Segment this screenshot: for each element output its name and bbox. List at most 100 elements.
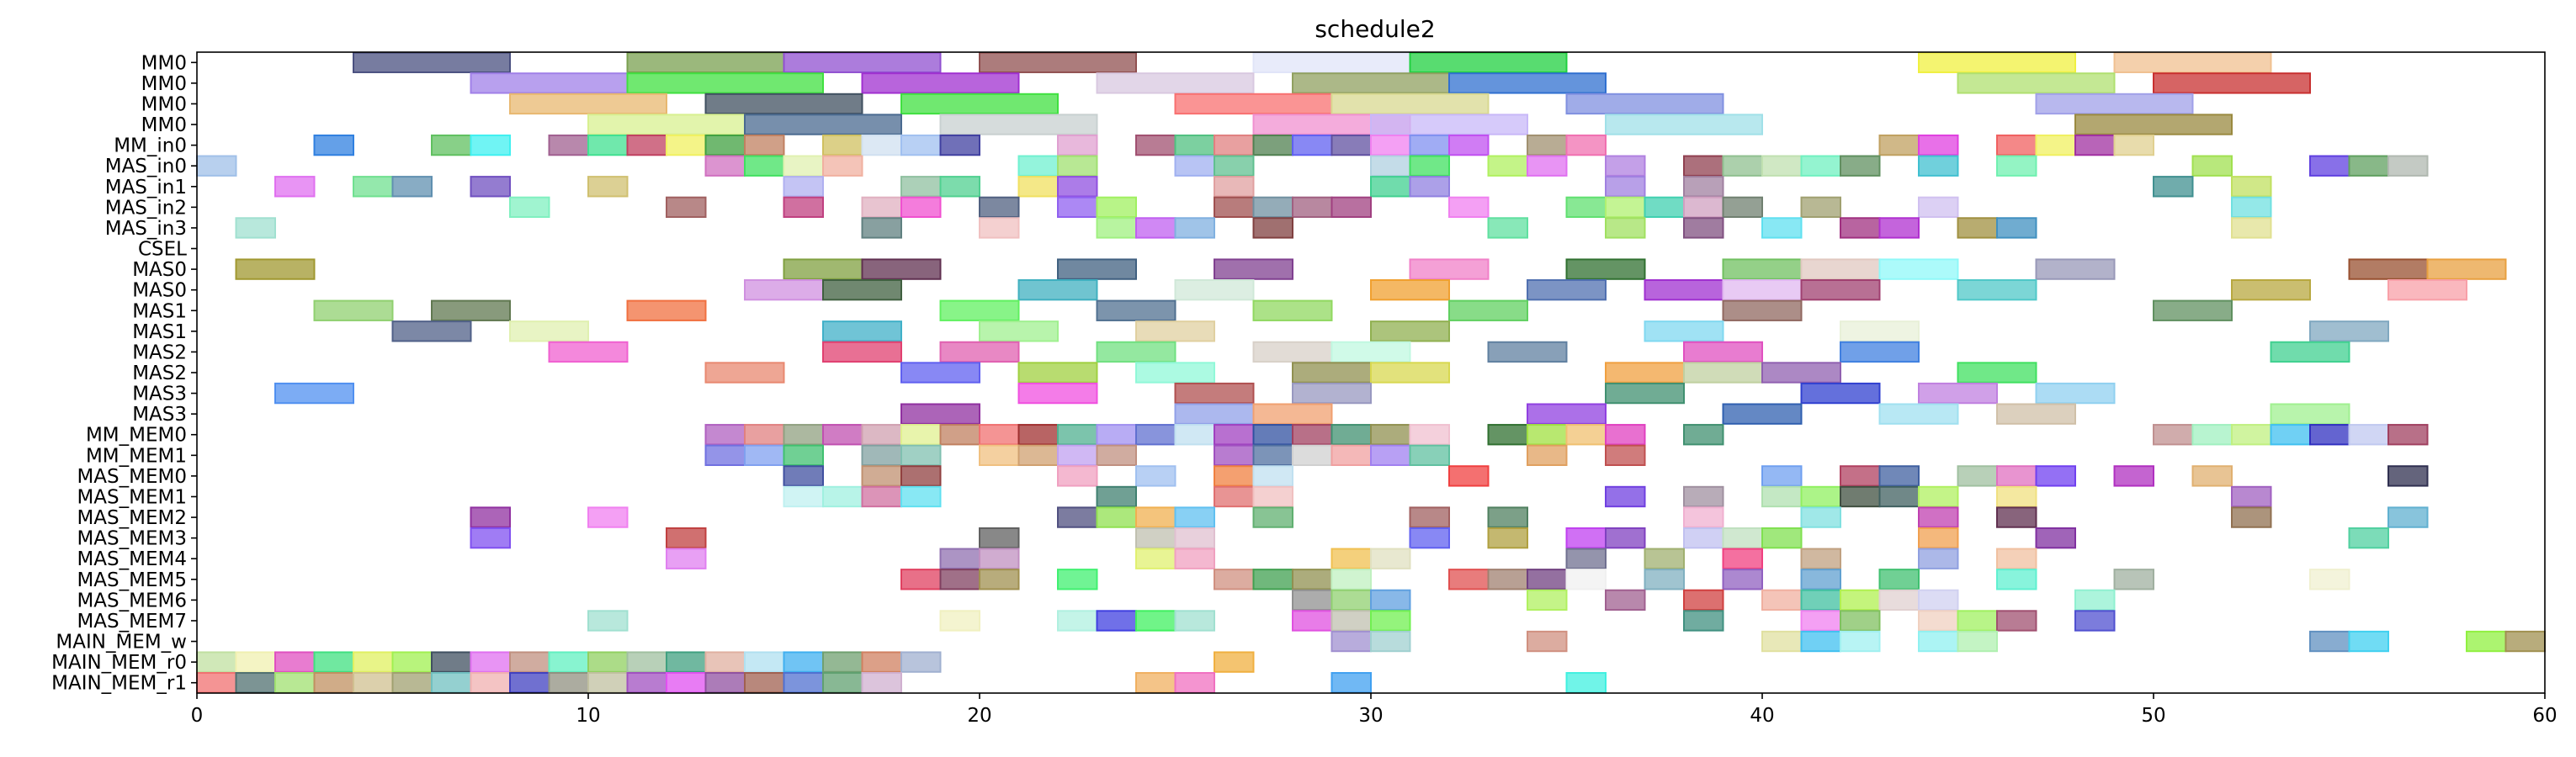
task-bar	[1918, 485, 1959, 508]
task-bar	[1370, 424, 1411, 446]
y-tick-label: MAS1	[132, 300, 187, 322]
task-bar	[587, 114, 746, 135]
y-tick-label: MAS_in1	[105, 177, 187, 199]
task-bar	[1096, 217, 1137, 239]
x-tick-label: 60	[2532, 705, 2557, 727]
task-bar	[587, 651, 629, 673]
task-bar	[783, 672, 824, 694]
task-bar	[1330, 196, 1372, 219]
task-bar	[979, 569, 1020, 590]
task-bar	[1292, 362, 1372, 384]
task-bar	[1840, 217, 1881, 239]
task-bar	[509, 93, 667, 115]
y-tick-label: MM_MEM1	[86, 445, 187, 467]
task-bar	[1800, 485, 1841, 508]
task-bar	[391, 651, 433, 673]
task-bar	[1996, 610, 2037, 632]
task-bar	[1096, 196, 1137, 219]
task-bar	[470, 672, 511, 694]
task-bar	[1448, 72, 1607, 94]
task-bar	[1957, 279, 2037, 301]
task-bar	[1722, 527, 1763, 549]
task-bar	[783, 465, 824, 487]
task-bar	[1017, 279, 1098, 301]
task-bar	[1370, 362, 1450, 384]
task-bar	[1174, 548, 1215, 569]
task-bar	[783, 485, 824, 508]
task-bar	[353, 672, 394, 694]
task-bar	[391, 320, 472, 342]
task-bar	[1605, 444, 1646, 466]
task-bar	[1214, 424, 1255, 446]
task-bar	[1174, 403, 1255, 425]
task-bar	[1409, 176, 1450, 198]
task-bar	[1487, 506, 1528, 528]
task-bar	[1605, 424, 1646, 446]
task-bar	[979, 320, 1059, 342]
task-bar	[1096, 72, 1255, 94]
task-bar	[704, 651, 746, 673]
y-tick-label: MM_MEM0	[86, 425, 187, 447]
task-bar	[1135, 672, 1176, 694]
task-bar	[2348, 258, 2429, 280]
task-bar	[704, 672, 746, 694]
task-bar	[666, 196, 707, 219]
task-bar	[1800, 630, 1841, 653]
task-bar	[939, 299, 1020, 321]
task-bar	[1330, 341, 1411, 363]
task-bar	[900, 176, 942, 198]
task-bar	[1840, 155, 1881, 177]
x-tick-label: 50	[2141, 705, 2165, 727]
task-bar	[1292, 134, 1333, 156]
y-tick-label: MAS3	[132, 384, 187, 405]
task-bar	[1135, 610, 1176, 632]
task-bar	[2153, 424, 2194, 446]
task-bar	[2504, 630, 2546, 653]
task-bar	[1409, 527, 1450, 549]
task-bar	[744, 279, 824, 301]
task-bar	[1057, 196, 1098, 219]
task-bar	[1292, 589, 1333, 611]
task-bar	[431, 299, 511, 321]
task-bar	[939, 114, 1098, 135]
task-bar	[2191, 424, 2233, 446]
task-bar	[1214, 485, 1255, 508]
task-bar	[822, 341, 902, 363]
task-bar	[1370, 610, 1411, 632]
task-bars	[196, 51, 2546, 694]
y-tick-label: CSEL	[138, 239, 187, 261]
task-bar	[1722, 548, 1763, 569]
task-bar	[1605, 114, 1763, 135]
task-bar	[2309, 569, 2350, 590]
task-bar	[783, 424, 824, 446]
task-bar	[1017, 176, 1059, 198]
task-bar	[1840, 320, 1920, 342]
task-bar	[1448, 196, 1490, 219]
task-bar	[1487, 424, 1528, 446]
task-bar	[2309, 320, 2389, 342]
task-bar	[1409, 258, 1490, 280]
task-bar	[626, 651, 667, 673]
task-bar	[1174, 279, 1255, 301]
task-bar	[2387, 424, 2429, 446]
task-bar	[1565, 527, 1607, 549]
task-bar	[1527, 134, 1568, 156]
chart-title: schedule2	[1315, 15, 1435, 43]
task-bar	[1487, 527, 1528, 549]
task-bar	[1252, 299, 1333, 321]
task-bar	[1330, 589, 1372, 611]
task-bar	[666, 527, 707, 549]
task-bar	[235, 258, 316, 280]
task-bar	[1644, 548, 1685, 569]
y-tick-label: MAS0	[132, 280, 187, 302]
task-bar	[1683, 341, 1763, 363]
task-bar	[979, 444, 1020, 466]
task-bar	[1800, 548, 1841, 569]
task-bar	[1605, 155, 1646, 177]
task-bar	[548, 672, 589, 694]
y-tick-label: MAS_MEM1	[77, 486, 187, 508]
task-bar	[1800, 569, 1841, 590]
task-bar	[2231, 506, 2272, 528]
task-bar	[1605, 589, 1646, 611]
